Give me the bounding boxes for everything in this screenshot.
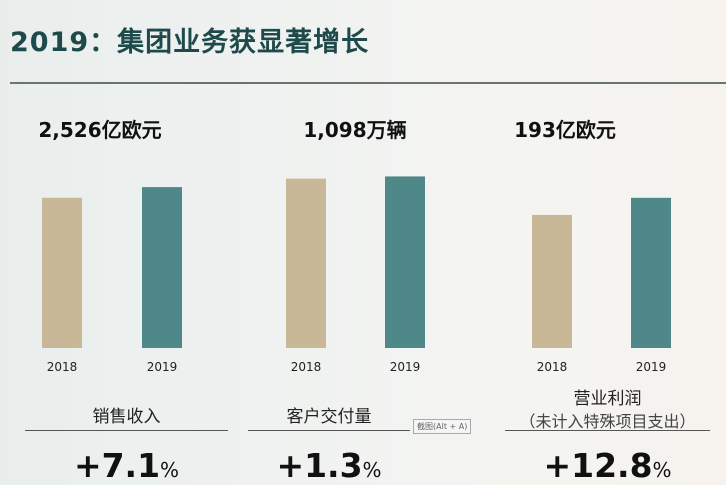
x-tick-label: 2019	[147, 360, 178, 374]
chart-title: 2,526亿欧元	[38, 118, 161, 142]
bar-2018	[532, 214, 572, 348]
metric-label-deliveries: 客户交付量	[286, 407, 372, 427]
percent-sign: %	[160, 458, 180, 482]
change-revenue: +7.1%	[25, 446, 228, 485]
x-tick-label: 2018	[47, 360, 78, 374]
chart-title: 193亿欧元	[514, 118, 616, 142]
title-divider	[10, 82, 726, 84]
bar-2018	[42, 197, 82, 348]
page-title: 2019：集团业务获显著增长	[10, 27, 370, 58]
bar-charts: 2,526亿欧元 2018 2019 1,098万辆 2018 2019 193亿欧元 201…	[38, 118, 671, 374]
change-value: +1.3	[276, 446, 363, 485]
percent-sign: %	[652, 458, 672, 482]
x-tick-label: 2019	[390, 360, 421, 374]
change-value: +12.8	[543, 446, 653, 485]
change-profit: +12.8%	[505, 446, 710, 485]
bar-2019	[142, 187, 182, 348]
bar-2019	[385, 176, 425, 348]
metric-label-revenue: 销售收入	[92, 407, 161, 427]
bar-2019	[631, 197, 671, 348]
percent-sign: %	[362, 458, 382, 482]
chart-title: 1,098万辆	[303, 118, 406, 142]
change-value: +7.1	[73, 446, 161, 485]
underline	[505, 430, 710, 431]
screenshot-tooltip: 截图(Alt + A)	[413, 419, 472, 434]
x-tick-label: 2018	[537, 360, 568, 374]
x-tick-label: 2018	[291, 360, 322, 374]
bar-2018	[286, 178, 326, 348]
underline	[25, 430, 228, 431]
metric-sublabel-profit: （未计入特殊项目支出）	[519, 412, 696, 431]
metric-label-profit: 营业利润	[573, 389, 642, 409]
change-deliveries: +1.3%	[248, 446, 410, 485]
underline	[248, 430, 410, 431]
x-tick-label: 2019	[636, 360, 667, 374]
